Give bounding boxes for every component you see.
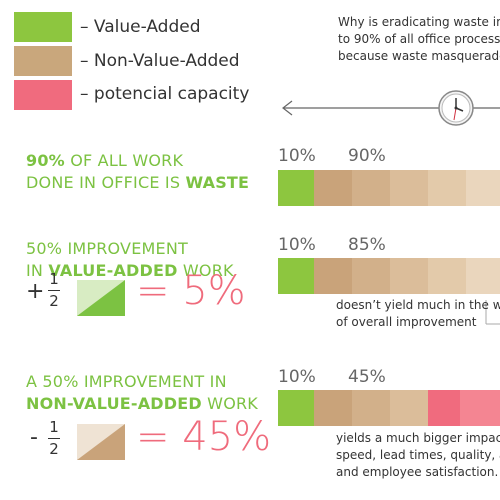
legend-swatch-non-value-added bbox=[14, 46, 72, 76]
section-3-pct-value-added: 10% bbox=[278, 367, 316, 387]
intro-line-3: because waste masquerades bbox=[338, 49, 500, 63]
section-3-heading-text-2: WORK bbox=[201, 394, 258, 413]
bracket-line bbox=[485, 300, 500, 325]
bar-segment-non-value-added bbox=[390, 390, 428, 426]
section-2-heading-bold: VALUE-ADDED bbox=[48, 261, 178, 280]
section-1-heading: 90% OF ALL WORK DONE IN OFFICE IS WASTE bbox=[26, 150, 249, 194]
clock-icon bbox=[438, 90, 474, 126]
bar-segment-non-value-added bbox=[314, 170, 352, 206]
bar-segment-non-value-added bbox=[428, 258, 466, 294]
minus-sign: - bbox=[30, 425, 38, 450]
section-2-desc-line-2: of overall improvement bbox=[336, 315, 477, 329]
section-1-heading-bold-2: WASTE bbox=[185, 173, 250, 192]
legend-swatch-value-added bbox=[14, 12, 72, 42]
section-3-result: = 45% bbox=[136, 414, 272, 460]
section-1-heading-text: OF ALL WORK bbox=[64, 151, 184, 170]
section-2-heading-text: 50% IMPROVEMENT bbox=[26, 239, 188, 258]
bar-segment-non-value-added bbox=[466, 258, 500, 294]
legend-swatch-potential-capacity bbox=[14, 80, 72, 110]
intro-line-1: Why is eradicating waste impo bbox=[338, 15, 500, 29]
bar-segment-non-value-added bbox=[314, 390, 352, 426]
bar-segment-value-added bbox=[278, 390, 314, 426]
legend-label-non-value-added: – Non-Value-Added bbox=[80, 51, 240, 71]
bar-segment-non-value-added bbox=[466, 170, 500, 206]
bar-segment-potential-capacity bbox=[428, 390, 460, 426]
section-3-bar bbox=[278, 390, 500, 426]
section-3-heading-bold: NON-VALUE-ADDED bbox=[26, 394, 202, 413]
section-3-pct-non-value-added: 45% bbox=[348, 367, 386, 387]
bar-segment-non-value-added bbox=[314, 258, 352, 294]
section-1-heading-line-1: 90% OF ALL WORK bbox=[26, 150, 249, 172]
section-2-bar bbox=[278, 258, 500, 294]
section-1-bar bbox=[278, 170, 500, 206]
section-3-heading-line-1: A 50% IMPROVEMENT IN bbox=[26, 371, 258, 393]
section-3-heading-text: A 50% IMPROVEMENT IN bbox=[26, 372, 227, 391]
section-3-heading: A 50% IMPROVEMENT IN NON-VALUE-ADDED WOR… bbox=[26, 371, 258, 415]
section-1-heading-text-2: DONE IN OFFICE IS bbox=[26, 173, 186, 192]
section-3-desc-line-3: and employee satisfaction. bbox=[336, 465, 499, 479]
bar-segment-non-value-added bbox=[352, 390, 390, 426]
section-1-heading-bold: 90% bbox=[26, 151, 65, 170]
section-1-pct-value-added: 10% bbox=[278, 146, 316, 166]
fraction-denominator: 2 bbox=[49, 440, 59, 458]
legend-label-value-added: – Value-Added bbox=[80, 17, 201, 37]
section-3-desc-line-1: yields a much bigger impact bbox=[336, 431, 500, 445]
fraction-numerator: 1 bbox=[49, 270, 59, 288]
section-2-heading-text-3: WORK bbox=[177, 261, 234, 280]
section-2-result: = 5% bbox=[136, 268, 246, 314]
bar-segment-potential-capacity bbox=[460, 390, 500, 426]
bar-segment-non-value-added bbox=[352, 170, 390, 206]
bar-segment-value-added bbox=[278, 170, 314, 206]
section-1-pct-non-value-added: 90% bbox=[348, 146, 386, 166]
half-non-value-added-icon bbox=[77, 424, 125, 460]
fraction-line bbox=[48, 438, 60, 439]
legend-label-potential-capacity: – potencial capacity bbox=[80, 84, 250, 104]
section-2-heading-line-2: IN VALUE-ADDED WORK bbox=[26, 260, 234, 282]
fraction-line bbox=[48, 290, 60, 291]
section-2-heading-line-1: 50% IMPROVEMENT bbox=[26, 238, 234, 260]
fraction-denominator: 2 bbox=[49, 292, 59, 310]
intro-line-2: to 90% of all office process st bbox=[338, 32, 500, 46]
plus-sign: + bbox=[26, 279, 45, 304]
section-1-heading-line-2: DONE IN OFFICE IS WASTE bbox=[26, 172, 249, 194]
bar-segment-non-value-added bbox=[352, 258, 390, 294]
fraction-numerator: 1 bbox=[49, 418, 59, 436]
bar-segment-value-added bbox=[278, 258, 314, 294]
section-2-desc-line-1: doesn’t yield much in the wa bbox=[336, 298, 500, 312]
section-2-pct-value-added: 10% bbox=[278, 235, 316, 255]
section-3-heading-line-2: NON-VALUE-ADDED WORK bbox=[26, 393, 258, 415]
section-2-heading-text-2: IN bbox=[26, 261, 49, 280]
section-2-pct-non-value-added: 85% bbox=[348, 235, 386, 255]
bar-segment-non-value-added bbox=[428, 170, 466, 206]
section-3-desc-line-2: speed, lead times, quality, an bbox=[336, 448, 500, 462]
section-2-heading: 50% IMPROVEMENT IN VALUE-ADDED WORK bbox=[26, 238, 234, 282]
half-value-added-icon bbox=[77, 280, 125, 316]
bar-segment-non-value-added bbox=[390, 258, 428, 294]
bar-segment-non-value-added bbox=[390, 170, 428, 206]
